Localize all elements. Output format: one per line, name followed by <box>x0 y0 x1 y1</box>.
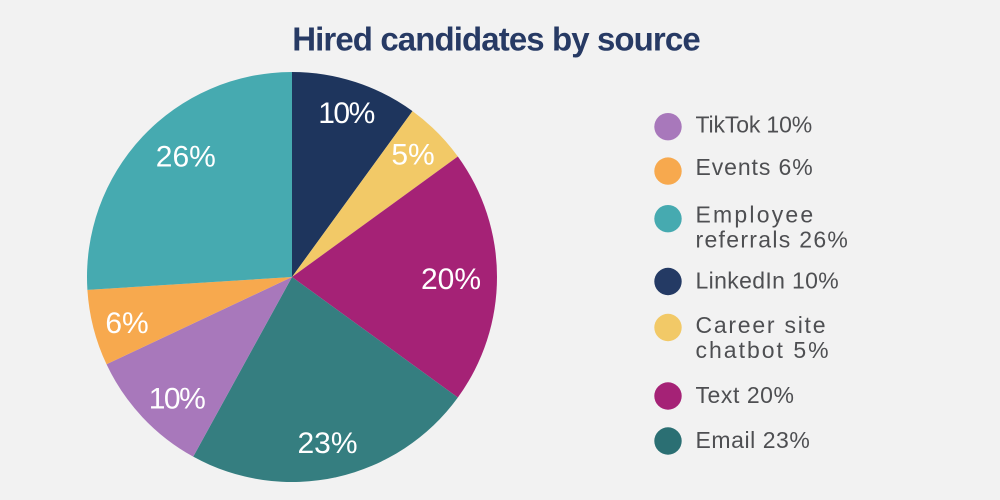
svg-text:TikTok 10%: TikTok 10% <box>696 111 813 137</box>
svg-text:Email 23%: Email 23% <box>696 427 811 453</box>
svg-text:Employee: Employee <box>696 201 816 227</box>
svg-text:Text 20%: Text 20% <box>696 382 795 408</box>
svg-text:5%: 5% <box>391 139 434 172</box>
svg-text:Events 6%: Events 6% <box>696 154 814 180</box>
svg-text:26%: 26% <box>156 141 216 174</box>
svg-text:LinkedIn 10%: LinkedIn 10% <box>696 268 840 294</box>
svg-text:10%: 10% <box>318 97 374 130</box>
svg-text:chatbot 5%: chatbot 5% <box>696 337 831 363</box>
svg-text:Hired candidates by source: Hired candidates by source <box>292 21 700 58</box>
svg-text:10%: 10% <box>149 383 205 416</box>
svg-text:6%: 6% <box>105 307 148 340</box>
svg-text:referrals 26%: referrals 26% <box>696 226 850 252</box>
svg-text:Career site: Career site <box>696 312 828 338</box>
svg-text:20%: 20% <box>421 263 481 296</box>
svg-text:23%: 23% <box>297 427 357 460</box>
